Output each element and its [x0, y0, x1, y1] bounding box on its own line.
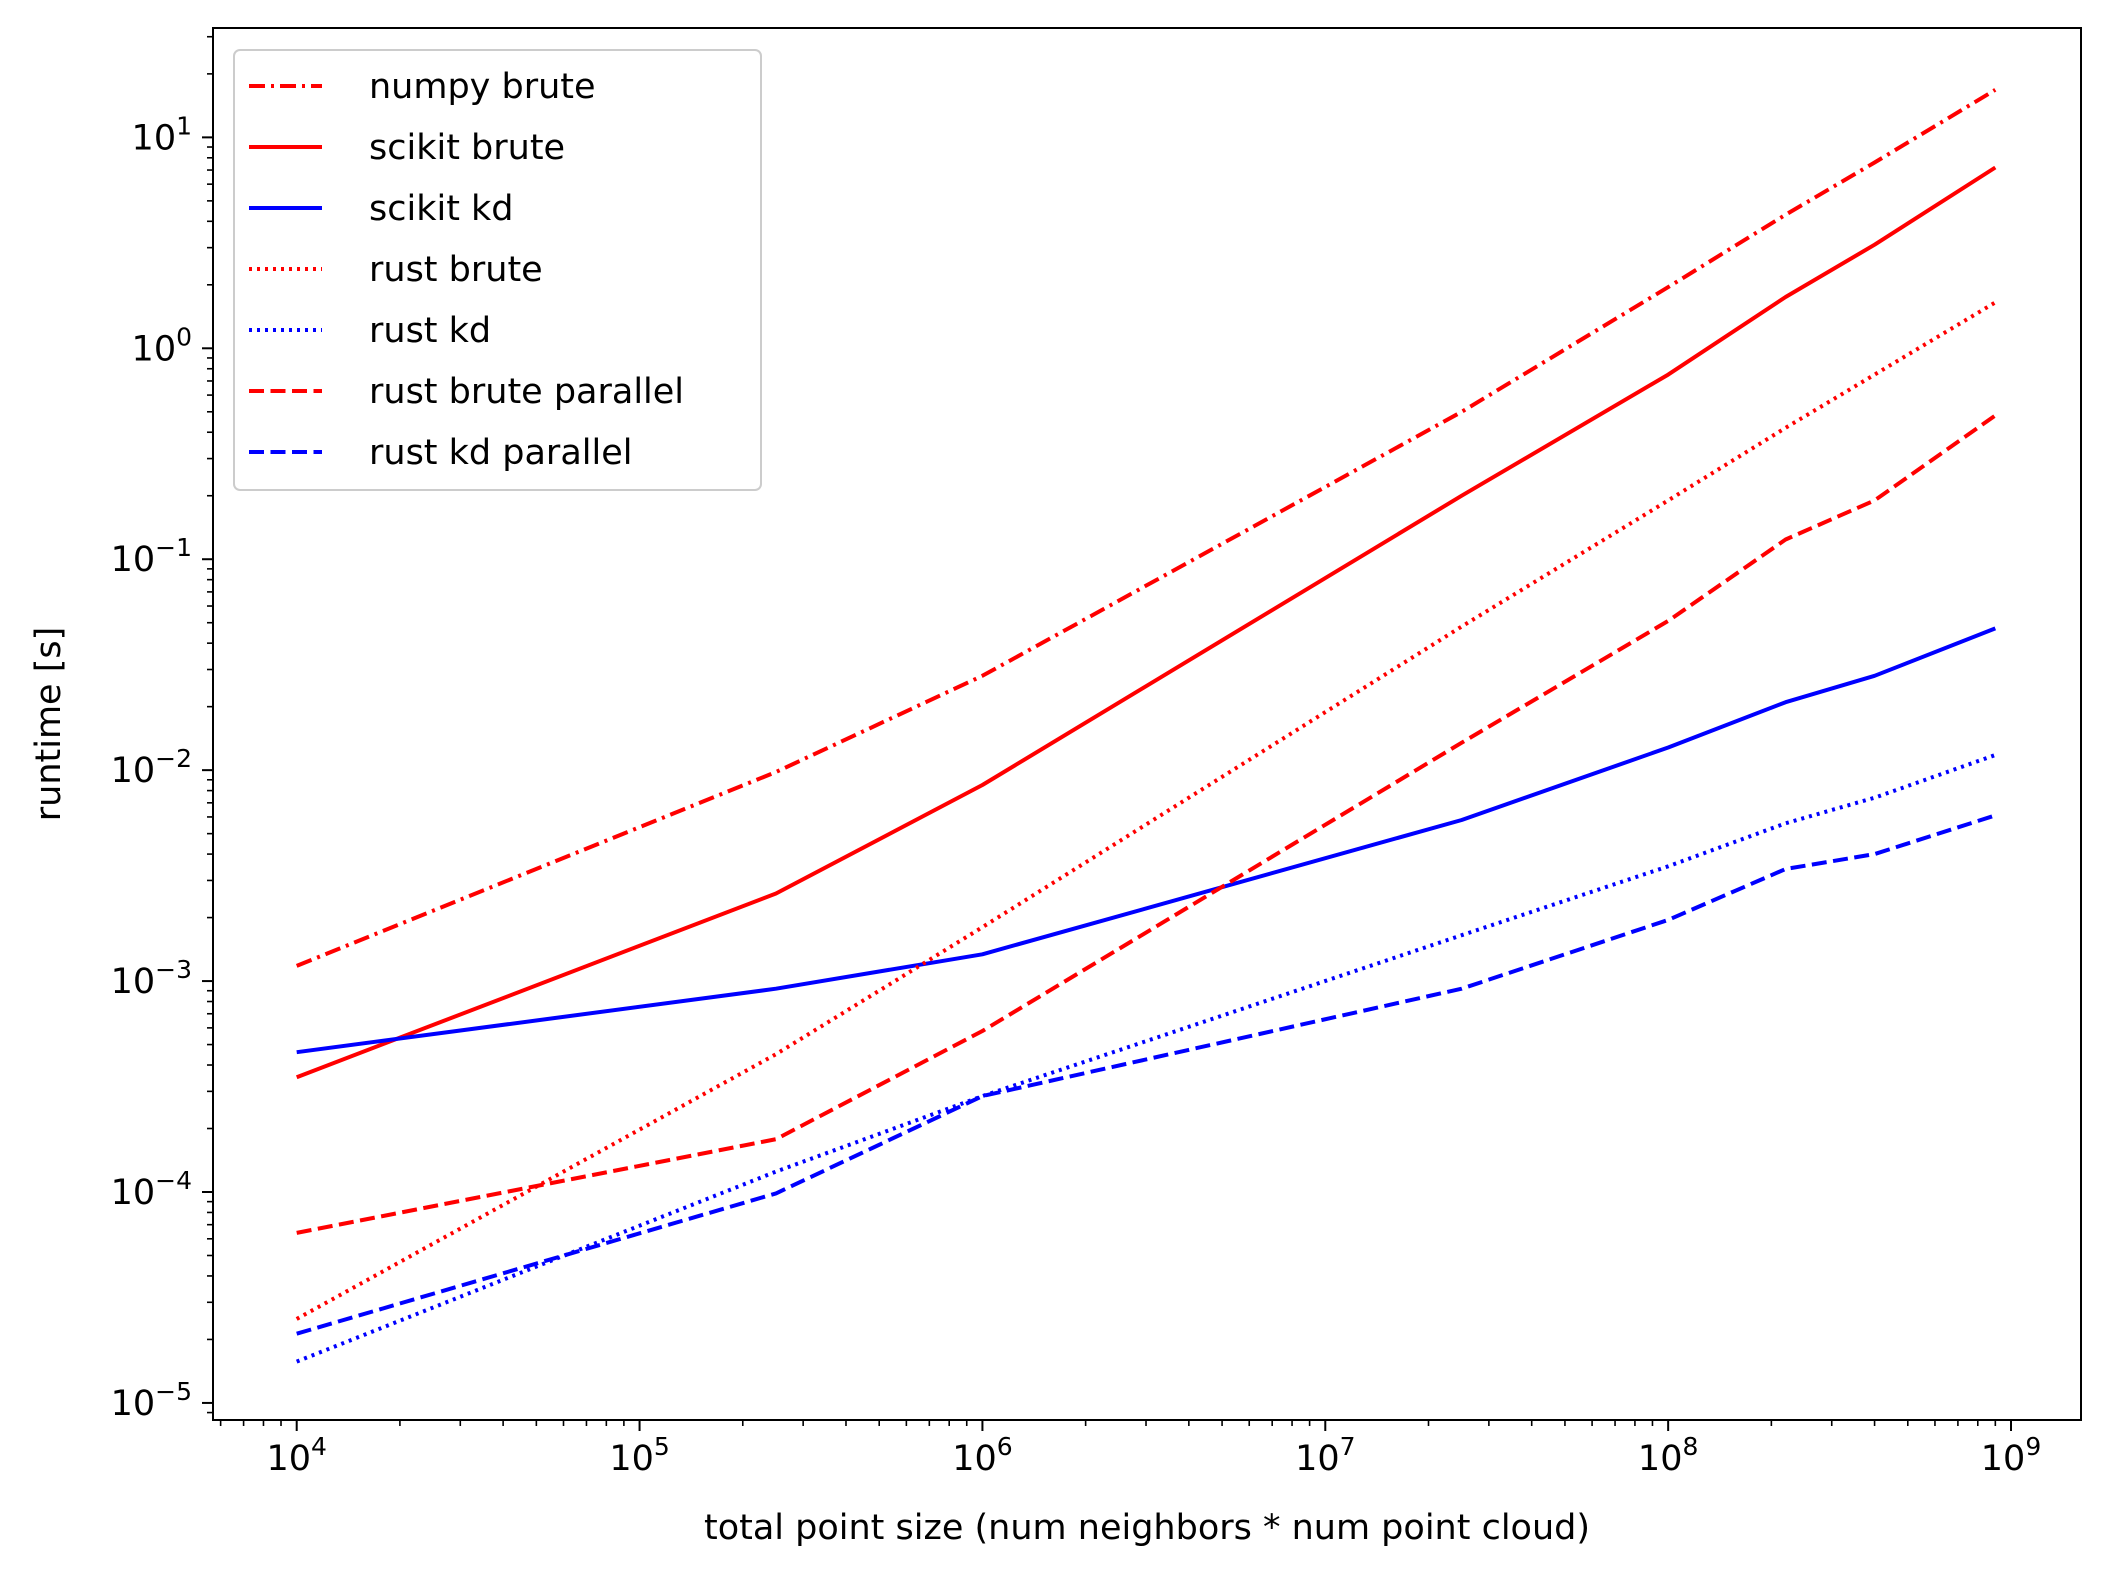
legend-label-1: scikit brute: [369, 128, 565, 168]
y-tick-label-0: 10−5: [111, 1377, 192, 1424]
legend-label-3: rust brute: [369, 250, 543, 290]
legend-label-5: rust brute parallel: [369, 372, 684, 412]
y-tick-label-2: 10−3: [111, 955, 192, 1002]
plot-frame: [212, 27, 2082, 1421]
y-tick-label-6: 101: [132, 111, 192, 158]
x-tick-label-5: 109: [1981, 1432, 2041, 1479]
x-tick-label-0: 104: [266, 1432, 326, 1479]
legend-label-2: scikit kd: [369, 189, 514, 229]
plot-area: [295, 88, 1997, 1364]
x-tick-label-2: 106: [952, 1432, 1012, 1479]
series-line-4: [295, 753, 1996, 1364]
series-line-6: [296, 813, 1996, 1336]
x-tick-label-3: 107: [1295, 1432, 1355, 1479]
series-line-5: [296, 413, 1997, 1235]
y-tick-label-4: 10−1: [111, 533, 192, 580]
x-tick-label-4: 108: [1638, 1432, 1698, 1479]
legend-label-0: numpy brute: [369, 67, 596, 107]
y-tick-label-3: 10−2: [111, 744, 192, 791]
y-tick-label-1: 10−4: [111, 1166, 192, 1213]
series-line-2: [296, 626, 1997, 1055]
legend-label-4: rust kd: [369, 311, 491, 351]
y-axis-label: runtime [s]: [29, 627, 69, 822]
y-tick-label-5: 100: [132, 322, 192, 369]
legend: numpy brute scikit brute scikit kd rust bru…: [233, 49, 762, 491]
x-tick-label-1: 105: [609, 1432, 669, 1479]
x-axis-label: total point size (num neighbors * num po…: [704, 1508, 1590, 1548]
series-line-1: [295, 165, 1997, 1080]
legend-label-6: rust kd parallel: [369, 433, 632, 473]
legend-box: [233, 49, 762, 491]
